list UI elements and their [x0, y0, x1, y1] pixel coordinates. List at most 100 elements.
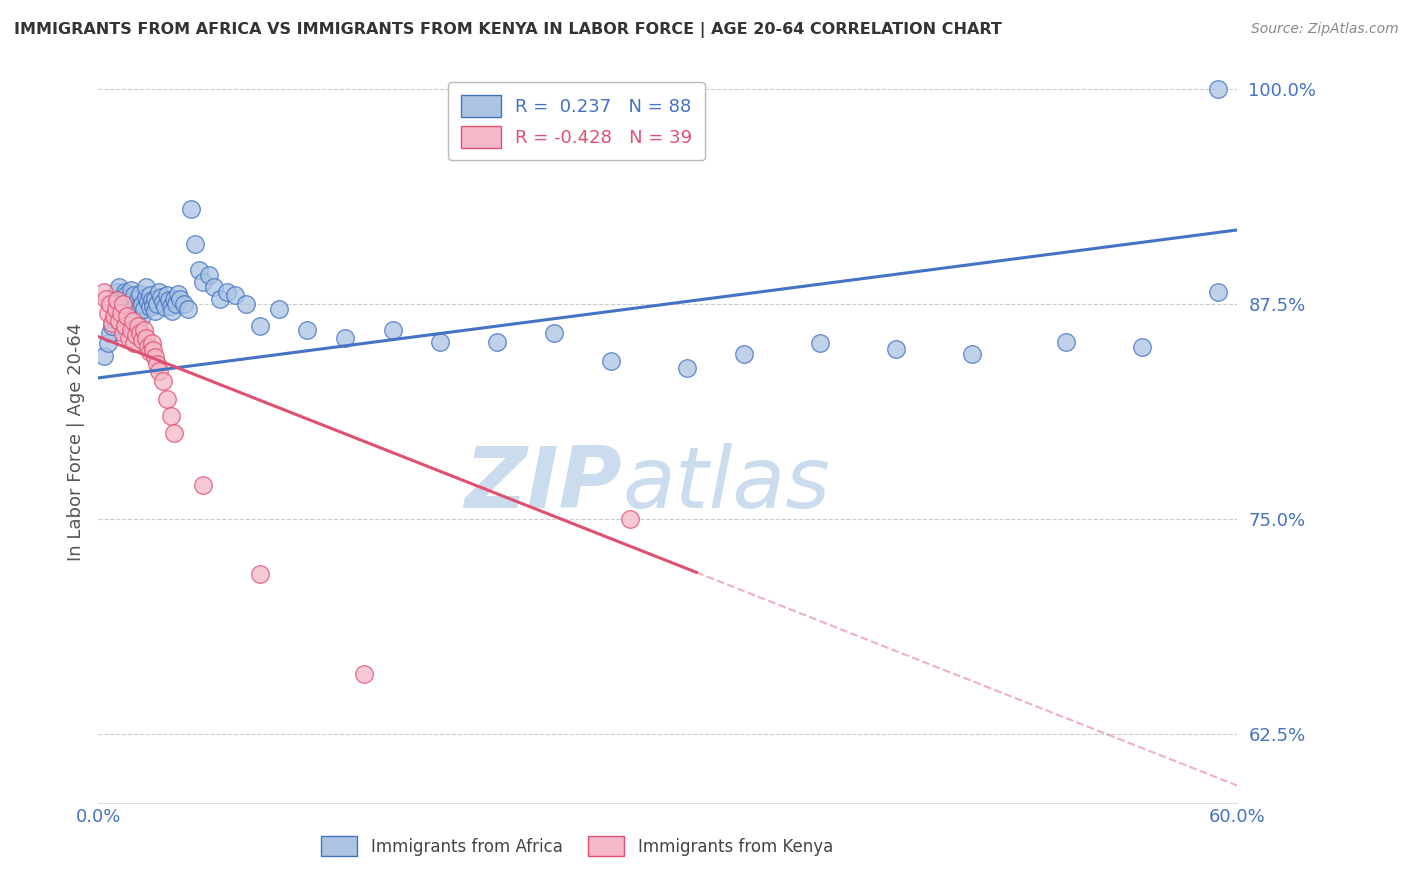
Point	[235, 297, 257, 311]
Point	[176, 301, 198, 316]
Point	[135, 331, 157, 345]
Point	[115, 286, 138, 301]
Point	[148, 364, 170, 378]
Point	[600, 353, 623, 368]
Point	[108, 279, 131, 293]
Point	[1056, 334, 1078, 349]
Point	[543, 326, 565, 340]
Point	[145, 303, 167, 318]
Point	[94, 292, 117, 306]
Point	[1208, 82, 1230, 96]
Point	[156, 288, 179, 302]
Point	[112, 326, 135, 340]
Point	[114, 285, 136, 299]
Point	[115, 309, 138, 323]
Point	[127, 303, 149, 318]
Point	[884, 342, 907, 356]
Point	[131, 309, 153, 323]
Point	[197, 268, 219, 282]
Text: IMMIGRANTS FROM AFRICA VS IMMIGRANTS FROM KENYA IN LABOR FORCE | AGE 20-64 CORRE: IMMIGRANTS FROM AFRICA VS IMMIGRANTS FRO…	[14, 22, 1002, 38]
Point	[217, 285, 239, 299]
Point	[165, 297, 187, 311]
Point	[100, 316, 122, 330]
Point	[104, 305, 127, 319]
Point	[107, 285, 129, 299]
Point	[202, 279, 225, 293]
Point	[118, 301, 141, 316]
Point	[125, 327, 148, 342]
Text: Source: ZipAtlas.com: Source: ZipAtlas.com	[1251, 22, 1399, 37]
Point	[619, 512, 641, 526]
Point	[1132, 340, 1154, 354]
Point	[188, 262, 211, 277]
Point	[118, 290, 141, 304]
Point	[142, 343, 165, 358]
Point	[208, 292, 231, 306]
Point	[108, 314, 131, 328]
Point	[129, 299, 152, 313]
Point	[249, 566, 271, 581]
Point	[97, 305, 120, 319]
Point	[157, 293, 180, 308]
Point	[180, 202, 202, 217]
Point	[152, 374, 174, 388]
Point	[145, 350, 167, 364]
Point	[120, 283, 142, 297]
Point	[676, 360, 699, 375]
Point	[191, 275, 214, 289]
Point	[163, 292, 186, 306]
Text: ZIP: ZIP	[464, 443, 623, 526]
Point	[141, 336, 163, 351]
Point	[112, 301, 135, 316]
Point	[135, 290, 157, 304]
Point	[381, 323, 404, 337]
Point	[136, 295, 159, 310]
Point	[1208, 285, 1230, 299]
Point	[486, 334, 509, 349]
Point	[297, 323, 319, 337]
Point	[146, 357, 169, 371]
Point	[733, 347, 755, 361]
Point	[156, 392, 179, 406]
Legend: Immigrants from Africa, Immigrants from Kenya: Immigrants from Africa, Immigrants from …	[314, 830, 839, 863]
Point	[125, 310, 148, 325]
Point	[98, 297, 121, 311]
Point	[150, 290, 173, 304]
Point	[135, 279, 157, 293]
Point	[142, 299, 165, 313]
Point	[115, 309, 138, 323]
Point	[153, 301, 176, 315]
Point	[148, 285, 170, 299]
Point	[100, 319, 122, 334]
Point	[129, 326, 152, 340]
Point	[97, 336, 120, 351]
Point	[163, 425, 186, 440]
Y-axis label: In Labor Force | Age 20-64: In Labor Force | Age 20-64	[66, 322, 84, 561]
Point	[107, 293, 129, 308]
Point	[138, 288, 160, 302]
Point	[118, 331, 141, 345]
Point	[136, 340, 159, 354]
Point	[335, 331, 357, 345]
Point	[112, 290, 135, 304]
Point	[138, 345, 160, 359]
Point	[115, 297, 138, 311]
Point	[132, 323, 155, 337]
Point	[114, 297, 136, 311]
Point	[104, 301, 127, 316]
Point	[138, 301, 160, 315]
Point	[184, 236, 207, 251]
Point	[93, 285, 115, 299]
Point	[108, 292, 131, 306]
Point	[145, 292, 167, 306]
Point	[98, 326, 121, 340]
Point	[249, 319, 271, 334]
Point	[159, 409, 181, 423]
Point	[107, 297, 129, 311]
Point	[808, 336, 831, 351]
Point	[127, 319, 149, 334]
Point	[112, 297, 135, 311]
Point	[121, 293, 143, 308]
Point	[167, 286, 190, 301]
Point	[110, 295, 132, 310]
